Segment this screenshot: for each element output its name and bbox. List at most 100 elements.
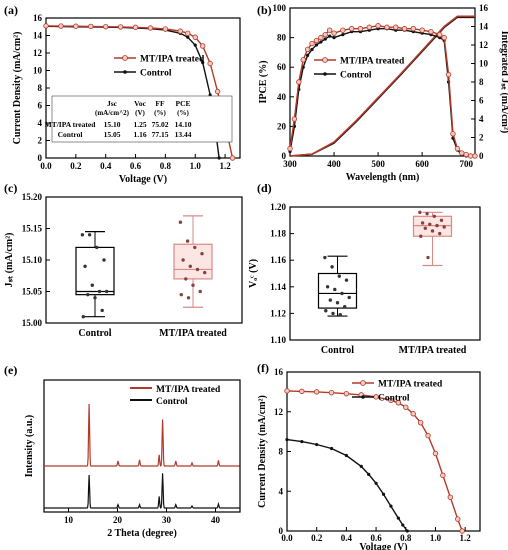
y-tick-label: 1.20 [270, 202, 286, 212]
treated-ipce-point [322, 31, 328, 38]
table-header: Voc [134, 99, 146, 108]
treated-point [73, 23, 79, 29]
legend-treated-label: MT/IPA treated [378, 380, 443, 390]
table-unit: (%) [177, 109, 189, 117]
y-tick-label: 1.12 [270, 308, 286, 318]
y-axis-title: Intensity (a.u.) [24, 415, 35, 478]
control-point [367, 472, 371, 476]
treated-ipce-point [463, 151, 469, 158]
table-cell: 13.44 [175, 130, 192, 139]
y2-tick-label: 2 [479, 133, 484, 143]
panel-e-frame [43, 379, 241, 513]
table-cell: Control [58, 130, 83, 139]
data-point [83, 264, 87, 268]
y-tick-label: 0 [38, 153, 43, 163]
x-tick-label: 0.4 [341, 533, 353, 543]
x-tick-label: 1.2 [460, 533, 472, 543]
data-point [184, 277, 188, 281]
treated-ipce-point [357, 26, 364, 32]
treated-point [388, 397, 394, 404]
treated-ipce-point [309, 40, 315, 47]
legend-control-label: Control [140, 69, 172, 79]
treated-point [162, 26, 169, 32]
y2-tick-label: 0 [479, 151, 484, 161]
legend-control-label: Control [378, 394, 410, 404]
panel-label: (c) [4, 181, 17, 195]
y-tick-label: 8 [279, 447, 284, 457]
y2-tick-label: 4 [479, 114, 484, 124]
y-tick-label: 0 [279, 526, 284, 536]
data-point [328, 298, 332, 302]
table-cell: 1.16 [133, 130, 146, 139]
y-tick-label: 10 [33, 66, 43, 76]
data-point [337, 274, 341, 278]
control-point [201, 61, 205, 65]
y-tick-label: 16 [33, 13, 43, 23]
treated-ipce-point [441, 34, 447, 41]
control-point [344, 453, 348, 458]
data-point [438, 231, 442, 236]
box-panel-frame [289, 206, 481, 341]
treated-point [440, 472, 446, 479]
data-point [86, 292, 90, 297]
data-point [423, 226, 427, 230]
treated-ipce-point [296, 79, 302, 85]
data-point [343, 305, 347, 309]
data-point [426, 255, 430, 260]
x-tick-label: 1.0 [190, 161, 202, 171]
x-tick-label: 40 [211, 515, 221, 525]
x-axis-title: 2 Theta (degree) [107, 528, 177, 539]
treated-point [207, 60, 213, 67]
data-point [185, 239, 190, 243]
y-axis-title: Current Density (mA/cm²) [257, 395, 268, 508]
table-header: Jsc [107, 99, 118, 108]
data-point [432, 214, 436, 219]
y-axis-title: Vₒᶜ (V) [248, 259, 259, 288]
panel-label: (e) [4, 363, 17, 377]
x-tick-label: 500 [371, 159, 385, 169]
control-point [374, 481, 378, 485]
control-point [405, 529, 409, 533]
y2-tick-label: 10 [479, 59, 489, 69]
y-tick-label: 1.18 [270, 229, 286, 239]
y-tick-label: 15.00 [22, 318, 43, 328]
table-cell: 77.15 [152, 130, 169, 139]
x-tick-label: 0.8 [160, 161, 172, 171]
x-tick-label: 300 [283, 159, 297, 169]
x-tick-label: 10 [64, 515, 74, 525]
data-point [188, 264, 192, 268]
treated-point [102, 23, 109, 30]
data-point [347, 295, 351, 300]
control-ipce-point [319, 40, 323, 44]
data-point [102, 258, 106, 262]
legend-treated-marker [122, 55, 128, 61]
data-point [419, 234, 423, 238]
control-ipce-point [314, 43, 319, 47]
table-unit: (mA/cm^2) [95, 109, 130, 117]
legend-treated-label: MT/IPA treated [156, 385, 221, 395]
box-iqr [317, 272, 358, 309]
category-label: MT/IPA treated [399, 345, 467, 356]
y-tick-label: 16 [274, 367, 284, 377]
y-tick-label: 12 [33, 48, 43, 58]
y-tick-label: 1.14 [270, 282, 286, 292]
control-series-line [286, 438, 408, 532]
y-tick-label: 1.10 [270, 335, 286, 345]
treated-ipce-point [326, 27, 333, 33]
treated-ipce-point [287, 145, 293, 152]
data-point [203, 270, 207, 275]
treated-ipce-point [384, 24, 390, 30]
treated-point [147, 25, 154, 31]
table-cell: 14.10 [175, 120, 192, 129]
legend-control-label: Control [156, 397, 188, 407]
y-tick-label: 6 [38, 101, 43, 111]
data-point [181, 258, 185, 262]
y2-tick-label: 16 [479, 3, 489, 13]
y2-tick-label: 8 [479, 77, 484, 87]
y-tick-label: 2 [38, 136, 43, 146]
data-point [323, 255, 327, 260]
y2-tick-label: 14 [479, 22, 489, 32]
y-tick-label: 1.16 [270, 255, 286, 265]
treated-point [432, 450, 439, 457]
